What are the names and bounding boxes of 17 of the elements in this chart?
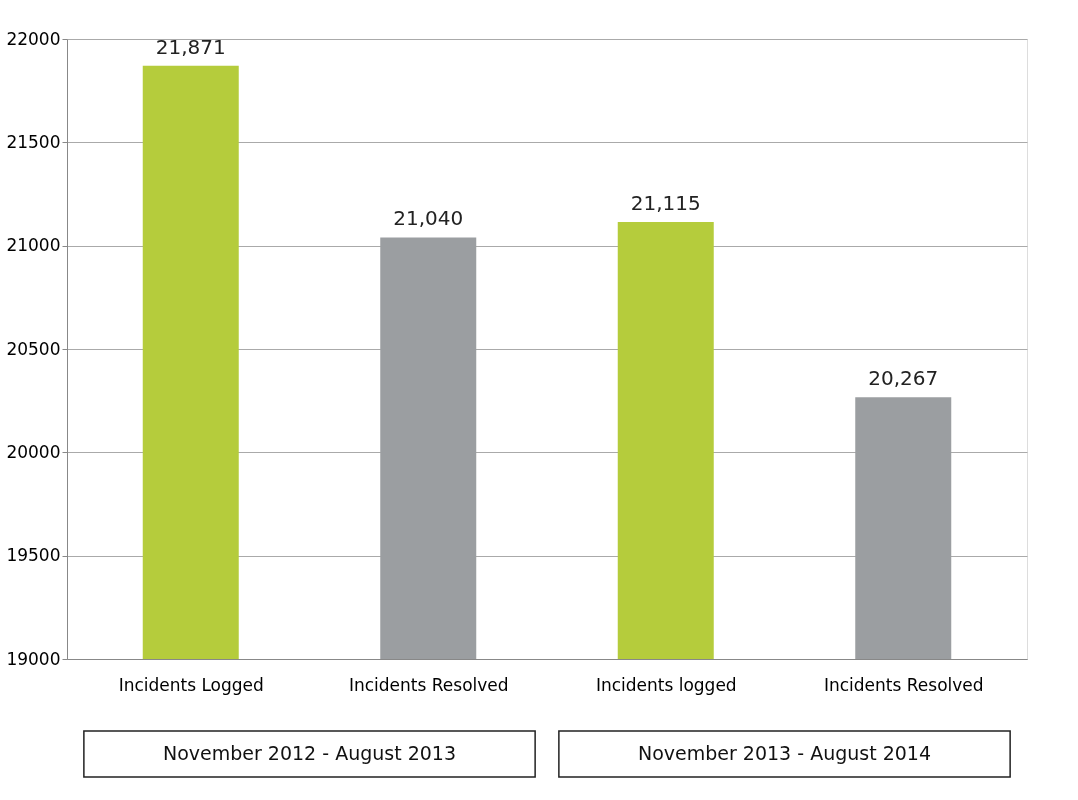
text: November 2012 - August 2013	[162, 742, 457, 764]
y-tick-label: 20000	[6, 441, 61, 462]
y-tick-label: 21000	[6, 235, 61, 256]
x-tick-label: Incidents Resolved	[823, 674, 984, 695]
y-tick-label: 19000	[6, 648, 61, 669]
x-tick-label: Incidents logged	[595, 674, 737, 695]
text: November 2013 - August 2014	[637, 742, 932, 764]
data-label: 21,115	[630, 190, 701, 215]
y-tick-label: 20500	[6, 338, 61, 359]
y-tick-label: 19500	[6, 545, 61, 566]
x-tick-label: Incidents Resolved	[348, 674, 509, 695]
data-label: 20,267	[868, 366, 939, 391]
y-tick-label: 22000	[6, 28, 61, 49]
x-tick-label: Incidents Logged	[118, 674, 264, 695]
y-tick-label: 21500	[6, 131, 61, 152]
data-label: 21,871	[155, 34, 226, 59]
data-label: 21,040	[393, 206, 464, 231]
